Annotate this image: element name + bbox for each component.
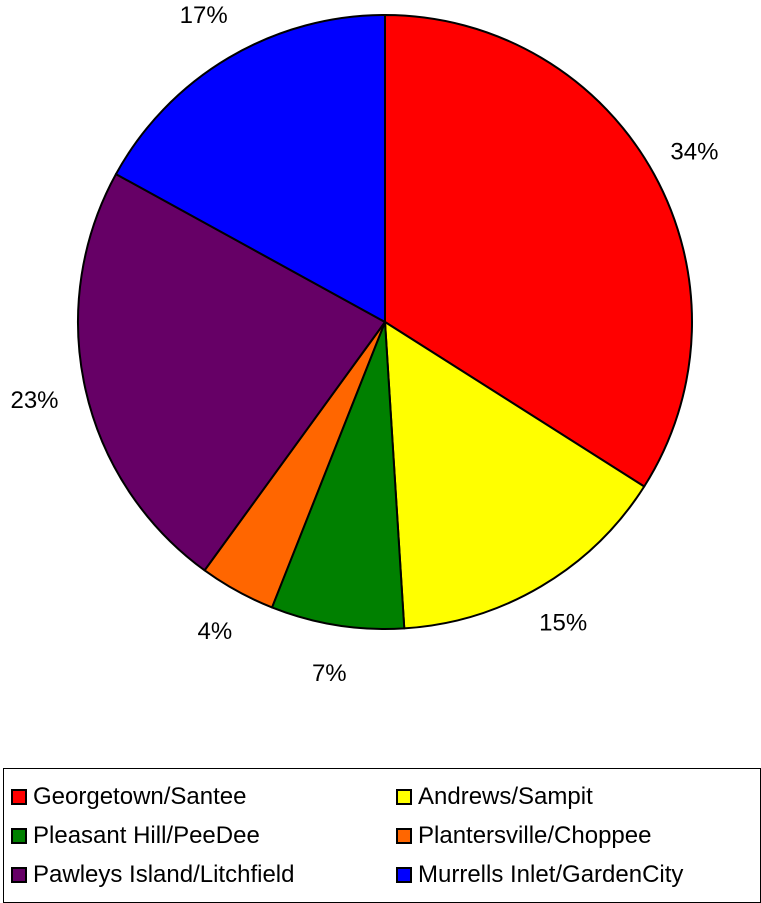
legend-item-plantersville-choppee: Plantersville/Choppee xyxy=(396,818,651,854)
slice-label-andrews-sampit: 15% xyxy=(539,610,587,637)
legend-swatch-andrews-sampit xyxy=(396,789,412,805)
legend-item-pawleys-island-litchfield: Pawleys Island/Litchfield xyxy=(11,857,294,893)
chart-legend: Georgetown/Santee Andrews/Sampit Pleasan… xyxy=(3,768,761,903)
legend-label-pleasant-hill-peedee: Pleasant Hill/PeeDee xyxy=(33,822,260,849)
legend-item-pleasant-hill-peedee: Pleasant Hill/PeeDee xyxy=(11,818,260,854)
legend-label-pawleys-island-litchfield: Pawleys Island/Litchfield xyxy=(33,861,295,888)
pie-slice-andrews-sampit xyxy=(384,321,646,630)
pie-slice-murrells-inlet-gardencity xyxy=(114,14,386,323)
legend-item-georgetown-santee: Georgetown/Santee xyxy=(11,779,246,815)
slice-label-pawleys-island-litchfield: 23% xyxy=(10,387,58,414)
legend-swatch-pleasant-hill-peedee xyxy=(11,828,27,844)
legend-swatch-plantersville-choppee xyxy=(396,828,412,844)
slice-label-pleasant-hill-peedee: 7% xyxy=(312,660,347,687)
legend-swatch-murrells-inlet-gardencity xyxy=(396,867,412,883)
pie-chart-plot: 34% 15% 7% 4% 23% 17% xyxy=(10,2,718,687)
legend-label-murrells-inlet-gardencity: Murrells Inlet/GardenCity xyxy=(418,861,684,888)
legend-item-andrews-sampit: Andrews/Sampit xyxy=(396,779,593,815)
legend-label-plantersville-choppee: Plantersville/Choppee xyxy=(418,822,652,849)
slice-label-murrells-inlet-gardencity: 17% xyxy=(180,2,228,29)
legend-swatch-pawleys-island-litchfield xyxy=(11,867,27,883)
legend-label-andrews-sampit: Andrews/Sampit xyxy=(418,783,593,810)
slice-label-plantersville-choppee: 4% xyxy=(198,618,233,645)
pie-slice-pawleys-island-litchfield xyxy=(77,173,386,572)
legend-swatch-georgetown-santee xyxy=(11,789,27,805)
legend-item-murrells-inlet-gardencity: Murrells Inlet/GardenCity xyxy=(396,857,683,893)
slice-label-georgetown-santee: 34% xyxy=(670,138,718,165)
legend-label-georgetown-santee: Georgetown/Santee xyxy=(33,783,247,810)
pie-slice-pleasant-hill-peedee xyxy=(270,321,406,630)
pie-slice-georgetown-santee xyxy=(384,14,693,488)
